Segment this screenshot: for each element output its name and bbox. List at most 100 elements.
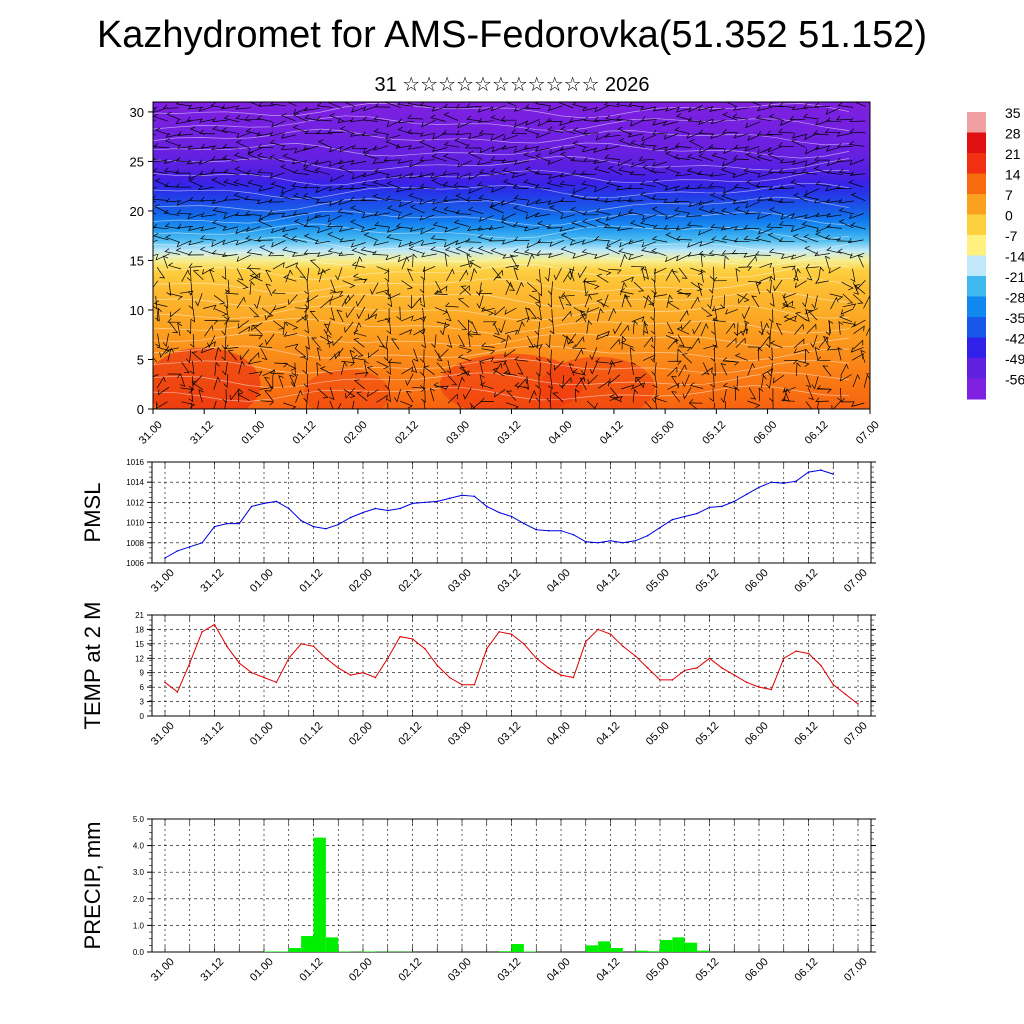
wind-barb [385, 254, 401, 261]
wind-barb [640, 141, 657, 147]
wind-barb [329, 307, 335, 321]
ytick-label: 6 [140, 683, 145, 692]
wind-barb [690, 337, 701, 350]
wind-barb [162, 255, 169, 269]
wind-barb [593, 166, 610, 174]
wind-barb [676, 235, 692, 241]
wind-barb [304, 281, 309, 295]
wind-barb [248, 389, 262, 398]
wind-barb [420, 131, 436, 137]
wind-barb [596, 334, 609, 341]
wind-barb [732, 113, 748, 120]
wind-barb [187, 250, 204, 256]
wind-barb [460, 285, 472, 296]
wind-barb [467, 206, 484, 215]
wind-barb [604, 132, 621, 138]
wind-barb [793, 348, 807, 354]
heatmap-xtick-label: 02.00 [342, 419, 370, 447]
wind-barb [813, 165, 829, 174]
wind-barb [214, 346, 222, 361]
ytick-label: 4.0 [133, 842, 145, 851]
wind-barb [225, 317, 240, 322]
wind-barb [756, 213, 772, 220]
wind-barb [256, 131, 272, 137]
wind-barb [700, 253, 706, 268]
wind-barb [769, 207, 785, 216]
wind-barb [506, 390, 517, 401]
wind-barb [744, 146, 760, 152]
wind-barb [619, 288, 634, 295]
wind-barb [686, 221, 703, 227]
wind-barb [280, 187, 296, 194]
ytick-label: 1010 [126, 519, 144, 528]
wind-barb [517, 321, 525, 335]
wind-barb [710, 374, 715, 389]
wind-barb [621, 276, 634, 283]
wind-barb [595, 218, 611, 227]
wind-barb [546, 180, 563, 188]
wind-barb [349, 349, 355, 363]
wind-barb [701, 307, 713, 317]
wind-barb [528, 390, 537, 403]
precip-bar [672, 937, 685, 952]
series-point [745, 681, 748, 684]
wind-barb [505, 281, 513, 295]
wind-barb [720, 363, 728, 376]
wind-barb [778, 168, 795, 174]
wind-barb [341, 294, 351, 307]
wind-barb [360, 246, 377, 254]
wind-barb [423, 400, 426, 409]
wind-barb [839, 374, 852, 382]
wind-barb [688, 105, 703, 113]
wind-barb [621, 384, 635, 390]
wind-barb [546, 362, 552, 377]
wind-barb [563, 294, 572, 306]
precip-bar [363, 951, 376, 952]
wind-barb [553, 267, 562, 281]
wind-barb [362, 116, 379, 122]
wind-barb [411, 360, 418, 374]
wind-barb [342, 280, 356, 289]
wind-barb [826, 146, 842, 152]
wind-barb [430, 173, 446, 179]
wind-barb [372, 250, 388, 256]
wind-barb [303, 222, 320, 228]
wind-barb [372, 193, 388, 202]
wind-barb [188, 295, 193, 310]
wind-barb [479, 360, 485, 374]
wind-barb [175, 157, 192, 163]
wind-barb [681, 374, 690, 388]
wind-barb [466, 115, 482, 122]
wind-barb [757, 172, 773, 178]
wind-barb [316, 362, 322, 376]
wind-barb [251, 322, 263, 331]
wind-barb [804, 245, 819, 255]
series-point [547, 529, 550, 532]
xtick-label: 06.00 [743, 567, 771, 595]
wind-barb [430, 246, 446, 254]
wind-barb [257, 236, 273, 241]
wind-barb [502, 134, 518, 141]
wind-barb [512, 184, 529, 189]
series-line [164, 469, 834, 559]
ytick-label: 5.0 [133, 815, 145, 824]
wind-barb [329, 199, 344, 207]
wind-barb [674, 207, 690, 214]
wind-barb [804, 147, 820, 155]
contour-lines [153, 103, 850, 402]
wind-barb [621, 335, 627, 350]
colorbar-swatch [967, 112, 986, 133]
wind-barb [457, 160, 472, 168]
wind-barb [234, 166, 250, 175]
wind-barb [314, 167, 330, 175]
wind-barb [537, 220, 553, 229]
wind-barb [295, 389, 303, 403]
wind-barb [630, 140, 646, 148]
wind-barb [549, 239, 565, 248]
colorbar-label: 28 [1005, 126, 1021, 142]
wind-barb [351, 247, 367, 256]
series-point [238, 522, 241, 525]
wind-barb [665, 106, 681, 112]
wind-barb [236, 296, 246, 309]
wind-barb [153, 195, 168, 201]
